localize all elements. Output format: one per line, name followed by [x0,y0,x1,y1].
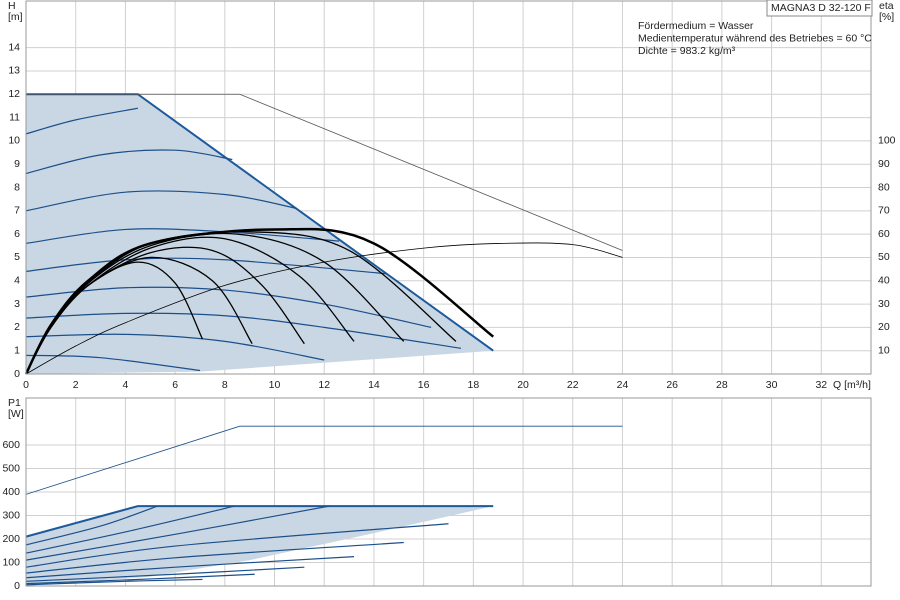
y-tick-label: 7 [14,205,20,217]
y2-tick-label: 40 [878,275,890,287]
y2-tick-label: 70 [878,205,890,217]
curve [25,242,623,375]
curve [25,149,233,175]
y2-tick-label: 50 [878,251,890,263]
y-axis-label: H [8,0,16,12]
y-tick-label: 200 [2,533,20,545]
y-tick-label: 9 [14,158,20,170]
chart-title: MAGNA3 D 32-120 F [771,2,871,14]
curve [25,573,255,585]
curve [25,505,330,561]
y-tick-label: 0 [14,368,20,380]
y-tick-label: 8 [14,181,20,193]
curve [25,312,462,349]
curve [25,523,449,568]
x-axis-label: Q [m³/h] [833,379,871,391]
y2-tick-label: 100 [878,135,896,147]
x-tick-label: 14 [368,379,380,391]
curve [24,227,495,375]
y-tick-label: 300 [2,509,20,521]
y-axis-label: [W] [8,408,24,420]
y-tick-label: 13 [8,65,20,77]
y-tick-label: 100 [2,556,20,568]
y-tick-label: 12 [8,88,20,100]
y-tick-label: 600 [2,439,20,451]
x-tick-label: 22 [567,379,579,391]
curve [25,566,305,582]
y2-tick-label: 80 [878,181,890,193]
y-axis-label: [m] [8,11,23,23]
curve [25,425,623,495]
curve [25,556,355,579]
y-tick-label: 10 [8,135,20,147]
title-box [766,0,873,17]
y2-tick-label: 60 [878,228,890,240]
y-tick-label: 6 [14,228,20,240]
y-tick-label: 0 [14,580,20,592]
x-tick-label: 26 [666,379,678,391]
curve [25,107,138,135]
curve [25,541,404,574]
x-tick-label: 24 [617,379,629,391]
y-tick-label: 500 [2,462,20,474]
y2-tick-label: 20 [878,321,890,333]
y2-tick-label: 90 [878,158,890,170]
x-tick-label: 20 [517,379,529,391]
x-tick-label: 0 [23,379,29,391]
y-tick-label: 3 [14,298,20,310]
annotation: Fördermedium = Wasser [638,20,754,32]
curve [26,93,623,251]
curve [25,257,387,275]
x-tick-label: 2 [73,379,79,391]
annotation: Medientemperatur während des Betriebes =… [638,32,872,44]
curve [25,228,340,245]
curve [25,286,432,328]
y-tick-label: 1 [14,344,20,356]
curve [25,578,203,586]
y-tick-label: 400 [2,486,20,498]
y-tick-label: 11 [9,111,20,123]
x-tick-label: 16 [418,379,430,391]
x-tick-label: 12 [318,379,330,391]
y-tick-label: 4 [14,275,20,287]
x-tick-label: 8 [222,379,228,391]
curve [25,354,201,372]
curve [25,190,298,212]
x-tick-label: 30 [766,379,778,391]
y-tick-label: 2 [14,321,20,333]
area [26,506,494,586]
y2-tick-label: 30 [878,298,890,310]
x-tick-label: 28 [716,379,728,391]
curve [25,505,235,554]
x-tick-label: 10 [269,379,281,391]
curve [25,333,325,361]
annotation: Dichte = 983.2 kg/m³ [638,45,736,57]
y2-axis-label: eta [879,0,894,12]
y-tick-label: 5 [14,251,20,263]
y2-tick-label: 10 [878,344,890,356]
plot-border [25,0,872,375]
y-axis-label: P1 [8,397,21,409]
x-tick-label: 4 [122,379,128,391]
curve [25,505,494,538]
y2-axis-label: [%] [879,11,894,23]
curve [25,505,158,546]
x-tick-label: 6 [172,379,178,391]
plot-border [25,397,872,587]
y-tick-label: 14 [8,41,20,53]
x-tick-label: 32 [815,379,827,391]
x-tick-label: 18 [468,379,480,391]
